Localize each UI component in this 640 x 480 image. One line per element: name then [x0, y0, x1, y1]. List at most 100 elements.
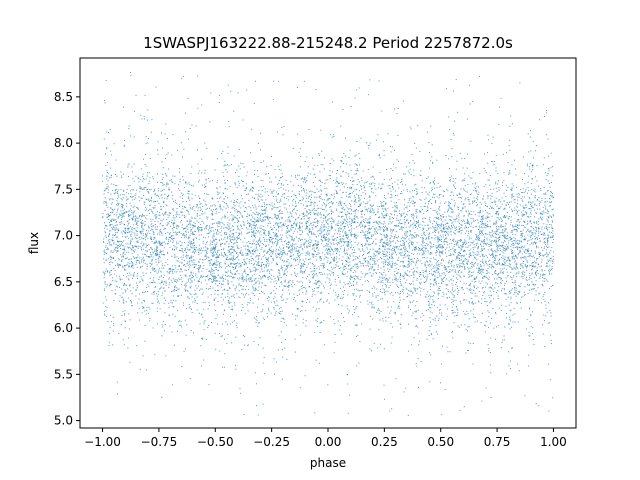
- data-point: [136, 218, 138, 219]
- data-point: [464, 242, 466, 244]
- data-point: [200, 345, 202, 347]
- data-point: [271, 218, 273, 220]
- data-point: [454, 188, 456, 190]
- data-point: [346, 214, 348, 216]
- data-point: [115, 221, 117, 223]
- data-point: [377, 281, 379, 283]
- data-point: [412, 237, 414, 239]
- data-point: [429, 304, 431, 306]
- data-point: [323, 264, 325, 266]
- data-point: [343, 265, 345, 267]
- data-point: [361, 262, 363, 264]
- data-point: [495, 237, 497, 239]
- data-point: [235, 241, 237, 243]
- data-point: [288, 199, 290, 201]
- data-point: [269, 272, 271, 274]
- data-point: [522, 205, 524, 207]
- data-point: [479, 269, 481, 271]
- data-point: [316, 287, 318, 289]
- data-point: [141, 237, 143, 239]
- data-point: [221, 304, 223, 306]
- data-point: [409, 229, 411, 231]
- data-point: [136, 237, 138, 239]
- data-point: [347, 257, 349, 259]
- data-point: [330, 251, 332, 253]
- data-point: [430, 181, 432, 183]
- data-point: [240, 253, 242, 255]
- data-point: [486, 244, 488, 246]
- data-point: [240, 213, 242, 215]
- data-point: [534, 226, 536, 228]
- data-point: [349, 164, 351, 166]
- data-point: [446, 247, 448, 249]
- data-point: [486, 276, 488, 278]
- data-point: [521, 246, 523, 248]
- data-point: [388, 261, 390, 263]
- data-point: [250, 128, 252, 130]
- data-point: [264, 267, 266, 269]
- data-point: [305, 222, 307, 224]
- data-point: [316, 268, 318, 270]
- data-point: [488, 350, 490, 352]
- data-point: [500, 271, 502, 273]
- data-point: [217, 201, 219, 203]
- data-point: [365, 182, 367, 184]
- data-point: [285, 274, 287, 276]
- data-point: [243, 263, 245, 265]
- data-point: [241, 349, 243, 351]
- data-point: [263, 202, 265, 204]
- data-point: [498, 226, 500, 228]
- data-point: [521, 253, 523, 255]
- data-point: [381, 214, 383, 216]
- data-point: [458, 229, 460, 231]
- data-point: [249, 302, 251, 304]
- data-point: [328, 174, 330, 176]
- data-point: [427, 295, 429, 297]
- data-point: [216, 188, 218, 190]
- data-point: [506, 235, 508, 237]
- data-point: [317, 252, 319, 254]
- data-point: [522, 209, 524, 211]
- data-point: [203, 236, 205, 238]
- data-point: [374, 231, 376, 233]
- data-point: [165, 211, 167, 213]
- data-point: [285, 324, 287, 326]
- data-point: [384, 255, 386, 257]
- data-point: [426, 294, 428, 296]
- data-point: [379, 247, 381, 249]
- data-point: [309, 262, 311, 264]
- data-point: [448, 255, 450, 257]
- data-point: [381, 205, 383, 207]
- data-point: [156, 248, 158, 250]
- data-point: [177, 260, 179, 262]
- data-point: [533, 288, 535, 290]
- data-point: [205, 227, 207, 229]
- data-point: [196, 203, 198, 205]
- data-point: [504, 289, 506, 291]
- data-point: [503, 180, 505, 182]
- data-point: [315, 235, 317, 237]
- data-point: [383, 251, 385, 253]
- data-point: [378, 155, 380, 157]
- data-point: [269, 221, 271, 223]
- data-point: [105, 270, 107, 272]
- data-point: [509, 239, 511, 241]
- data-point: [546, 227, 548, 229]
- data-point: [166, 224, 168, 226]
- data-point: [112, 189, 114, 191]
- data-point: [181, 242, 183, 244]
- data-point: [359, 223, 361, 225]
- data-point: [136, 285, 138, 287]
- data-point: [495, 232, 496, 234]
- data-point: [490, 188, 492, 190]
- data-point: [413, 235, 415, 237]
- data-point: [203, 323, 205, 325]
- data-point: [298, 238, 300, 240]
- data-point: [213, 235, 215, 237]
- data-point: [231, 277, 233, 279]
- data-point: [478, 239, 480, 241]
- data-point: [158, 190, 159, 192]
- data-point: [253, 340, 255, 342]
- data-point: [415, 363, 417, 365]
- data-point: [236, 252, 238, 254]
